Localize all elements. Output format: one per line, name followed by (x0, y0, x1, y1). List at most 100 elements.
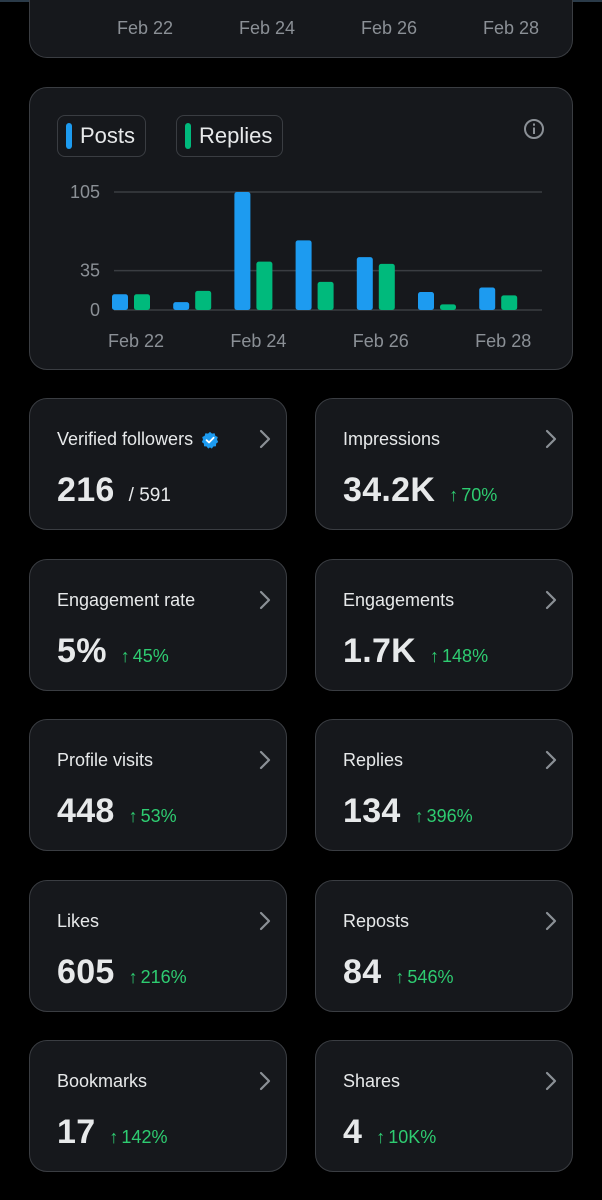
stat-change: ↑ 10K% (376, 1127, 436, 1148)
stat-change-value: 546% (407, 966, 454, 987)
x-tick-label: Feb 22 (116, 18, 174, 38)
legend-posts-toggle[interactable]: Posts (57, 115, 147, 157)
stat-change-value: 53% (140, 806, 177, 826)
bar-posts (479, 287, 496, 310)
stat-change: ↑ 70% (449, 485, 497, 506)
verified-badge-icon (201, 431, 219, 449)
arrow-up-icon: ↑ (430, 645, 440, 666)
stat-value: 5% (57, 631, 107, 670)
stat-change-value: 396% (426, 806, 473, 826)
stat-label-text: Impressions (343, 429, 441, 449)
stat-label: Shares (343, 1071, 400, 1092)
stat-value: 605 (57, 952, 115, 991)
stat-total: / 591 (128, 485, 171, 506)
y-tick-label: 35 (80, 261, 100, 281)
arrow-up-icon: ↑ (449, 485, 459, 505)
x-tick-label: Feb 28 (475, 331, 531, 351)
stat-value-row: 17 ↑ 142% (57, 1113, 167, 1152)
stat-change: ↑ 216% (129, 967, 187, 988)
stat-card-engagement-rate[interactable]: Engagement rate 5% ↑ 45% (29, 558, 287, 691)
stat-value: 216 (57, 471, 115, 509)
x-tick-label: Feb 22 (108, 331, 164, 351)
stat-value-row: 4 ↑ 10K% (343, 1113, 436, 1152)
stat-card-bookmarks[interactable]: Bookmarks 17 ↑ 142% (29, 1040, 287, 1172)
bar-posts (418, 292, 434, 310)
chevron-right-icon (544, 1071, 558, 1091)
stat-card-verified-followers[interactable]: Verified followers 216 / 591 (29, 398, 287, 530)
legend-label: Replies (199, 123, 273, 148)
legend-label: Posts (80, 123, 136, 148)
stat-label-text: Shares (343, 1071, 401, 1091)
stat-label-text: Engagement rate (57, 589, 196, 610)
stat-value: 448 (57, 792, 115, 830)
bar-replies (195, 290, 212, 310)
bar-replies (440, 304, 456, 310)
stat-card-replies[interactable]: Replies 134 ↑ 396% (315, 719, 573, 851)
y-tick-label: 0 (90, 300, 100, 320)
y-tick-label: 105 (70, 182, 100, 202)
bar-posts (234, 192, 251, 310)
info-icon[interactable] (523, 118, 545, 140)
stat-label-text: Replies (343, 750, 404, 770)
stat-card-reposts[interactable]: Reposts 84 ↑ 546% (315, 879, 573, 1012)
stat-change: ↑ 546% (395, 967, 453, 988)
stat-change-value: 45% (132, 645, 169, 666)
stat-card-impressions[interactable]: Impressions 34.2K ↑ 70% (315, 398, 573, 530)
chevron-right-icon (258, 429, 272, 449)
stat-change-value: 216% (140, 966, 187, 987)
chevron-right-icon (544, 590, 558, 610)
x-tick-label: Feb 24 (230, 331, 286, 351)
arrow-up-icon: ↑ (128, 966, 138, 987)
stat-change: ↑ 142% (109, 1127, 167, 1148)
stat-card-engagements[interactable]: Engagements 1.7K ↑ 148% (315, 558, 573, 691)
bar-chart: 105 35 0 Feb 22 Feb 24 Feb 26 Feb 28 (70, 182, 542, 351)
stat-value: 134 (343, 792, 401, 830)
arrow-up-icon: ↑ (395, 966, 405, 987)
stat-label-text: Verified followers (57, 429, 194, 449)
stat-label: Likes (57, 911, 99, 932)
stat-card-likes[interactable]: Likes 605 ↑ 216% (29, 879, 287, 1012)
stat-value: 17 (57, 1113, 96, 1151)
stat-change-value: 148% (442, 645, 489, 666)
stat-change: ↑ 148% (430, 646, 488, 667)
stat-label-text: Profile visits (57, 750, 154, 770)
stat-label: Impressions (343, 429, 440, 450)
legend-swatch-replies (185, 123, 191, 149)
stat-label-text: Engagements (343, 589, 455, 610)
x-tick-label: Feb 24 (238, 18, 296, 38)
bar-posts (112, 294, 128, 310)
arrow-up-icon: ↑ (376, 1127, 386, 1147)
x-tick-label: Feb 28 (482, 18, 540, 38)
stat-change-value: 10K% (388, 1127, 437, 1147)
stat-value: 84 (343, 952, 382, 991)
arrow-up-icon: ↑ (120, 645, 130, 666)
stat-label-text: Reposts (343, 910, 410, 931)
stat-card-profile-visits[interactable]: Profile visits 448 ↑ 53% (29, 719, 287, 851)
chevron-right-icon (544, 429, 558, 449)
stat-label-text: Bookmarks (57, 1071, 148, 1091)
bar-replies (256, 261, 273, 310)
bar-replies (378, 263, 395, 310)
previous-chart-card: Feb 22 Feb 24 Feb 26 Feb 28 (29, 0, 573, 58)
chevron-right-icon (258, 911, 272, 931)
x-tick-label: Feb 26 (353, 331, 409, 351)
stat-change-value: 70% (461, 485, 498, 505)
stat-change: ↑ 53% (129, 806, 177, 827)
bar-posts (173, 302, 190, 310)
stat-value: 1.7K (343, 631, 417, 670)
stat-value-row: 216 / 591 (57, 471, 171, 510)
arrow-up-icon: ↑ (414, 806, 424, 826)
stat-change: ↑ 396% (415, 806, 473, 827)
stat-card-shares[interactable]: Shares 4 ↑ 10K% (315, 1040, 573, 1172)
stat-label: Verified followers (57, 429, 219, 450)
bar-posts (356, 257, 373, 310)
stat-label-text: Likes (57, 910, 100, 931)
legend-replies-toggle[interactable]: Replies (176, 115, 284, 157)
chevron-right-icon (544, 750, 558, 770)
stat-label: Profile visits (57, 750, 153, 771)
chevron-right-icon (258, 750, 272, 770)
chevron-right-icon (544, 911, 558, 931)
stat-value-row: 605 ↑ 216% (57, 953, 187, 992)
stat-label: Engagements (343, 590, 454, 611)
x-tick-label: Feb 26 (360, 18, 418, 38)
